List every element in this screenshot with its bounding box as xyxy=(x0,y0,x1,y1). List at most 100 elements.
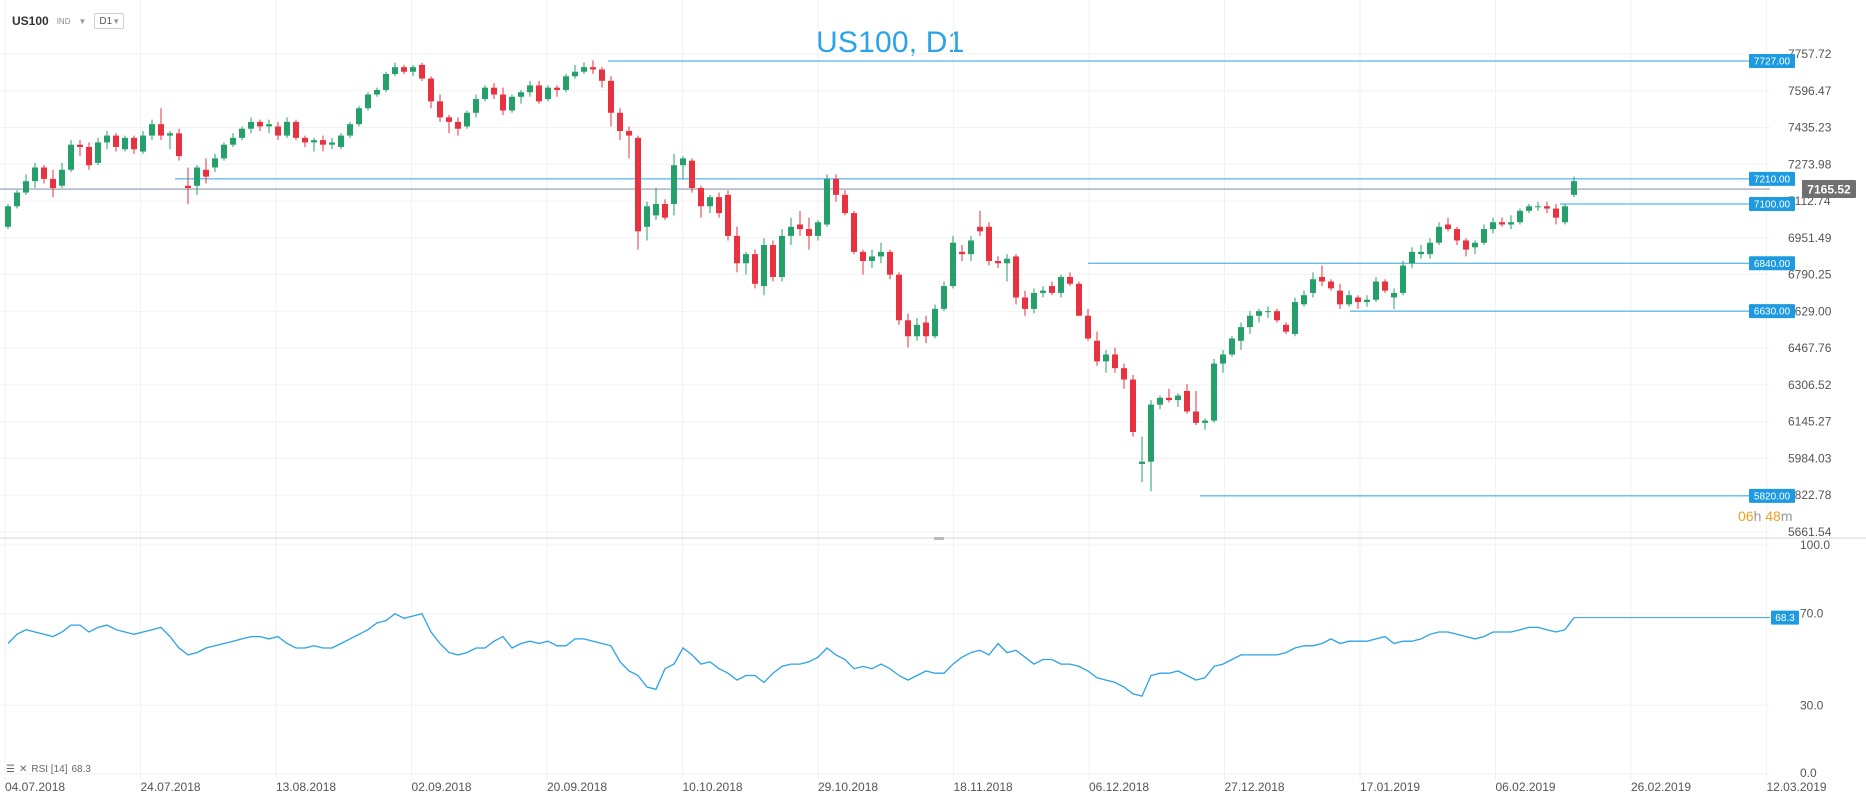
candle-countdown: 06h 48m xyxy=(1738,508,1793,524)
candle-body xyxy=(338,135,344,147)
date-axis-label: 27.12.2018 xyxy=(1225,780,1285,794)
price-axis-label: 6306.52 xyxy=(1788,378,1832,392)
instrument-type: IND xyxy=(56,16,71,26)
rsi-value-tag-label: 68.3 xyxy=(1775,613,1795,624)
candle-body xyxy=(536,85,542,102)
candle-body xyxy=(842,194,848,214)
countdown-hours: 06 xyxy=(1738,508,1754,524)
candle-body xyxy=(1427,242,1433,255)
level-tag xyxy=(1749,488,1795,503)
candle-body xyxy=(302,137,308,143)
candle-body xyxy=(311,140,317,143)
level-tag xyxy=(1749,256,1795,271)
candle-body xyxy=(1301,295,1307,305)
candle-body xyxy=(491,87,497,95)
toolbar: US100 IND ▼ D1 ▼ xyxy=(12,10,125,32)
candle-body xyxy=(401,67,407,72)
candle-body xyxy=(1508,222,1514,225)
candle-body xyxy=(392,67,398,75)
rsi-axis-label: 70.0 xyxy=(1800,607,1824,621)
candle-body xyxy=(95,142,101,163)
chevron-down-icon: ▼ xyxy=(112,16,121,26)
candle-body xyxy=(293,121,299,138)
candle-body xyxy=(32,167,38,182)
candle-body xyxy=(1202,420,1208,423)
candle-body xyxy=(590,67,596,70)
candle-body xyxy=(266,124,272,127)
candle-body xyxy=(806,229,812,236)
candle-body xyxy=(59,169,65,186)
candle-body xyxy=(626,131,632,136)
candle-body xyxy=(248,121,254,129)
candle-body xyxy=(770,245,776,277)
candle-body xyxy=(149,124,155,136)
candle-body xyxy=(968,240,974,255)
date-axis-label: 26.02.2019 xyxy=(1631,780,1691,794)
price-axis-label: 6629.00 xyxy=(1788,304,1832,318)
candle-body xyxy=(365,94,371,109)
candle-body xyxy=(158,124,164,136)
price-axis-label: 7273.98 xyxy=(1788,157,1832,171)
date-axis-label: 24.07.2018 xyxy=(141,780,201,794)
candle-body xyxy=(1445,224,1451,230)
candle-body xyxy=(356,108,362,125)
level-tag xyxy=(1749,196,1795,211)
candle-body xyxy=(905,320,911,337)
price-axis-label: 7757.72 xyxy=(1788,47,1832,61)
rsi-grid xyxy=(0,544,1770,775)
candle-body xyxy=(1004,258,1010,264)
symbol-name[interactable]: US100 xyxy=(12,14,49,28)
candle-body xyxy=(1022,297,1028,309)
candle-body xyxy=(662,203,668,218)
pane-resize-handle[interactable] xyxy=(934,537,944,540)
candle-body xyxy=(23,181,29,193)
candle-body xyxy=(14,192,20,207)
candle-body xyxy=(1265,311,1271,313)
candle-body xyxy=(761,245,767,287)
candle-body xyxy=(1382,281,1388,291)
level-tag-label: 7100.00 xyxy=(1754,199,1791,210)
candle-body xyxy=(1112,354,1118,369)
rsi-axis: 100.0 70.0 30.0 0.0 68.3 xyxy=(1771,538,1830,780)
candle-body xyxy=(41,167,47,179)
candle-body xyxy=(1553,208,1559,218)
price-axis-label: 7596.47 xyxy=(1788,84,1832,98)
candle-body xyxy=(572,71,578,77)
candle-body xyxy=(473,99,479,113)
candle-body xyxy=(239,128,245,138)
candle-body xyxy=(725,194,731,236)
level-tag-label: 6840.00 xyxy=(1754,259,1791,270)
candle-body xyxy=(1499,222,1505,225)
candle-body xyxy=(122,137,128,150)
candle-body xyxy=(212,158,218,168)
candle-body xyxy=(5,206,11,227)
price-axis-label: 6790.25 xyxy=(1788,268,1832,282)
candle-body xyxy=(878,251,884,257)
candle-body xyxy=(941,286,947,309)
candle-body xyxy=(923,322,929,337)
candle-body xyxy=(833,178,839,195)
date-axis-label: 04.07.2018 xyxy=(5,780,65,794)
timeframe-value: D1 xyxy=(99,15,113,27)
candle-body xyxy=(797,224,803,230)
date-axis-label: 12.03.2019 xyxy=(1767,780,1827,794)
candle-body xyxy=(851,213,857,252)
candle-body xyxy=(500,94,506,111)
date-axis-label: 02.09.2018 xyxy=(412,780,472,794)
timeframe-select[interactable]: D1 ▼ xyxy=(94,13,125,29)
candle-body xyxy=(689,160,695,189)
candle-body xyxy=(1175,395,1181,401)
candle-body xyxy=(1418,251,1424,255)
candle-body xyxy=(1283,324,1289,332)
chevron-down-icon[interactable]: ▼ xyxy=(78,16,87,26)
indicator-list-icon[interactable]: ☰ xyxy=(6,764,15,775)
candle-body xyxy=(1373,281,1379,300)
candle-body xyxy=(509,96,515,111)
candle-body xyxy=(419,64,425,79)
candle-body xyxy=(581,67,587,72)
candle-body xyxy=(1544,206,1550,209)
close-icon[interactable]: ✕ xyxy=(18,764,28,775)
candle-body xyxy=(788,226,794,236)
candle-body xyxy=(680,158,686,166)
